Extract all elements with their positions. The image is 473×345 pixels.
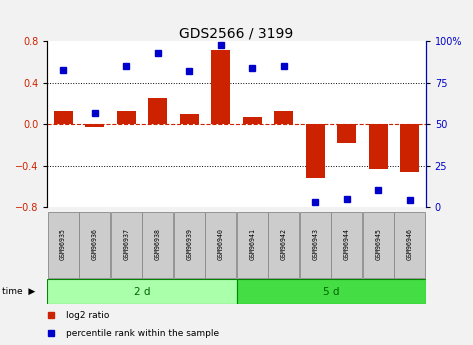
Text: GSM96941: GSM96941 bbox=[249, 228, 255, 259]
Bar bbox=[148, 98, 167, 124]
Text: 2 d: 2 d bbox=[134, 287, 150, 296]
Bar bbox=[180, 114, 199, 124]
Bar bbox=[174, 212, 205, 278]
Bar bbox=[117, 111, 136, 124]
Bar bbox=[332, 212, 362, 278]
Bar bbox=[142, 212, 173, 278]
Bar bbox=[274, 111, 293, 124]
Bar bbox=[237, 212, 268, 278]
Bar bbox=[243, 117, 262, 124]
Text: GSM96942: GSM96942 bbox=[281, 228, 287, 259]
Bar bbox=[369, 124, 388, 169]
Text: log2 ratio: log2 ratio bbox=[66, 311, 110, 320]
Bar bbox=[363, 212, 394, 278]
Bar bbox=[268, 212, 299, 278]
Bar bbox=[48, 212, 79, 278]
Bar bbox=[394, 212, 425, 278]
Bar bbox=[306, 124, 325, 178]
Bar bbox=[236, 279, 426, 304]
Text: GSM96935: GSM96935 bbox=[60, 228, 66, 259]
Text: GSM96943: GSM96943 bbox=[312, 228, 318, 259]
Text: GSM96940: GSM96940 bbox=[218, 228, 224, 259]
Text: GSM96946: GSM96946 bbox=[407, 228, 413, 259]
Bar bbox=[211, 50, 230, 124]
Bar bbox=[337, 124, 356, 143]
Bar bbox=[300, 212, 331, 278]
Bar bbox=[47, 279, 237, 304]
Text: time  ▶: time ▶ bbox=[2, 287, 35, 296]
Text: GSM96939: GSM96939 bbox=[186, 228, 192, 259]
Bar bbox=[111, 212, 141, 278]
Text: percentile rank within the sample: percentile rank within the sample bbox=[66, 329, 219, 338]
Bar bbox=[401, 124, 420, 172]
Text: GSM96944: GSM96944 bbox=[344, 228, 350, 259]
Bar bbox=[205, 212, 236, 278]
Text: 5 d: 5 d bbox=[323, 287, 339, 296]
Text: GSM96937: GSM96937 bbox=[123, 228, 129, 259]
Bar bbox=[79, 212, 110, 278]
Bar bbox=[85, 124, 104, 127]
Bar bbox=[53, 111, 72, 124]
Text: GSM96945: GSM96945 bbox=[376, 228, 381, 259]
Text: GSM96938: GSM96938 bbox=[155, 228, 161, 259]
Text: GSM96936: GSM96936 bbox=[92, 228, 97, 259]
Title: GDS2566 / 3199: GDS2566 / 3199 bbox=[179, 26, 294, 40]
